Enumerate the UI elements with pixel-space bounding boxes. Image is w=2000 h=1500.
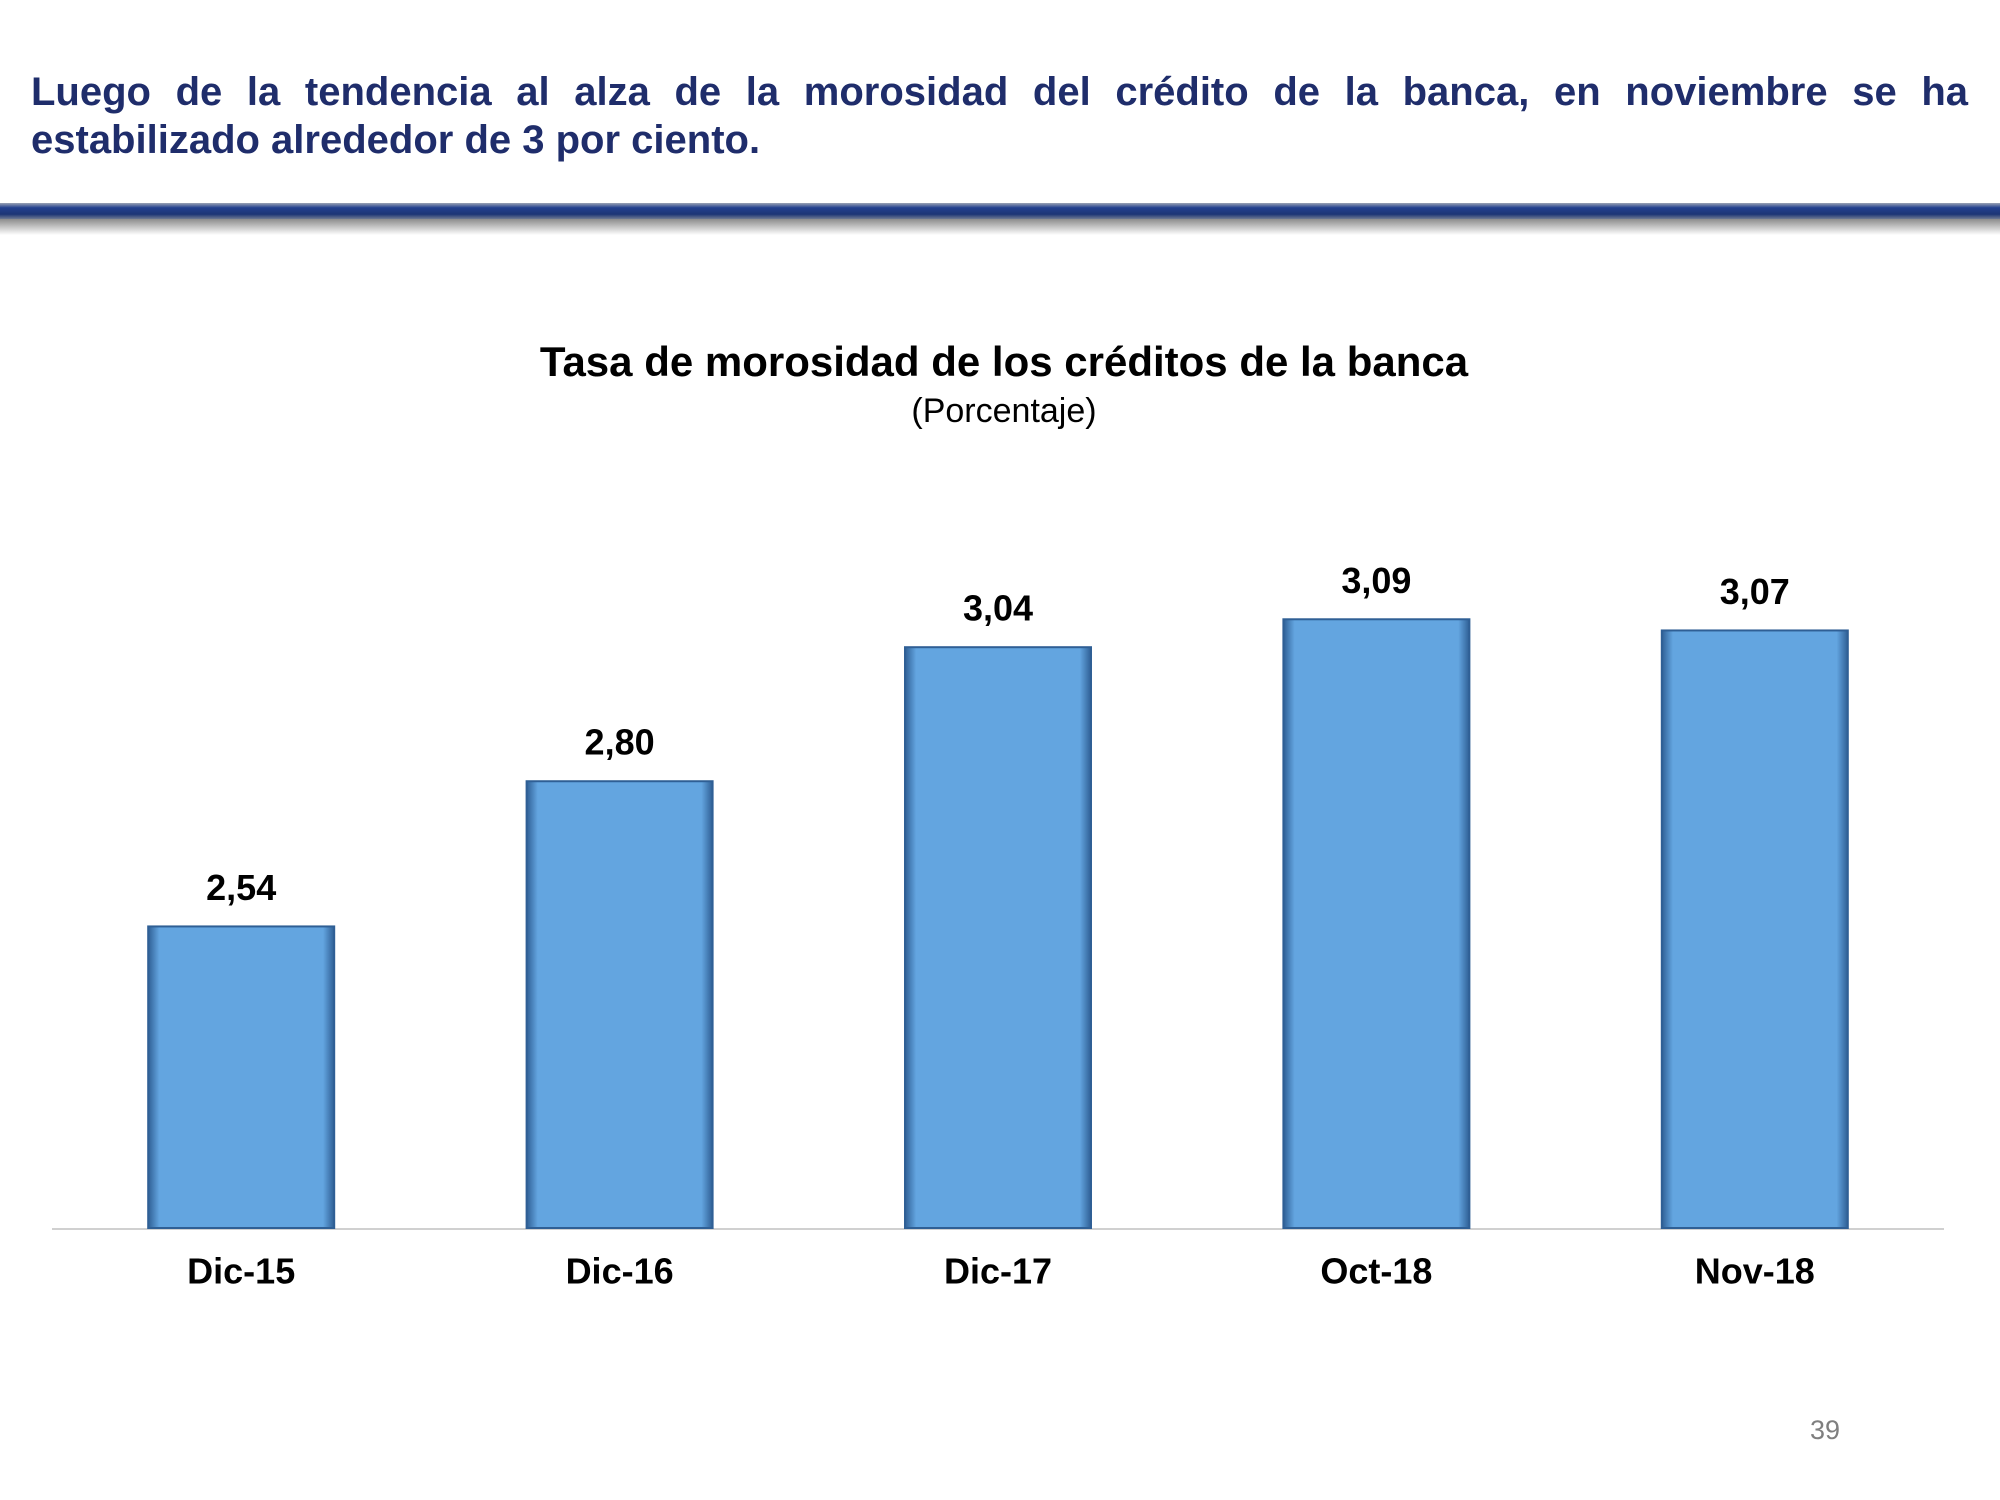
data-label: 3,04 xyxy=(963,588,1033,629)
bar xyxy=(904,646,1092,1229)
bar xyxy=(1660,629,1849,1229)
page-number: 39 xyxy=(1810,1415,1840,1445)
data-label: 3,07 xyxy=(1720,571,1790,612)
x-tick-label: Nov-18 xyxy=(1695,1251,1815,1292)
data-label: 2,80 xyxy=(585,722,655,763)
x-tick-label: Dic-15 xyxy=(187,1251,295,1292)
chart-subtitle: (Porcentaje) xyxy=(911,392,1096,430)
x-tick-label: Dic-16 xyxy=(566,1251,674,1292)
x-tick-label: Dic-17 xyxy=(944,1251,1052,1292)
data-label: 2,54 xyxy=(206,867,276,908)
slide-title: Luego de la tendencia al alza de la moro… xyxy=(31,70,1968,162)
chart-title: Tasa de morosidad de los créditos de la … xyxy=(540,338,1469,385)
header-rule xyxy=(0,203,2000,219)
bar xyxy=(147,925,336,1230)
bar xyxy=(1282,618,1471,1229)
bar xyxy=(525,780,714,1229)
data-label: 3,09 xyxy=(1341,560,1411,601)
header-shadow xyxy=(0,219,2000,235)
x-tick-label: Oct-18 xyxy=(1320,1251,1432,1292)
